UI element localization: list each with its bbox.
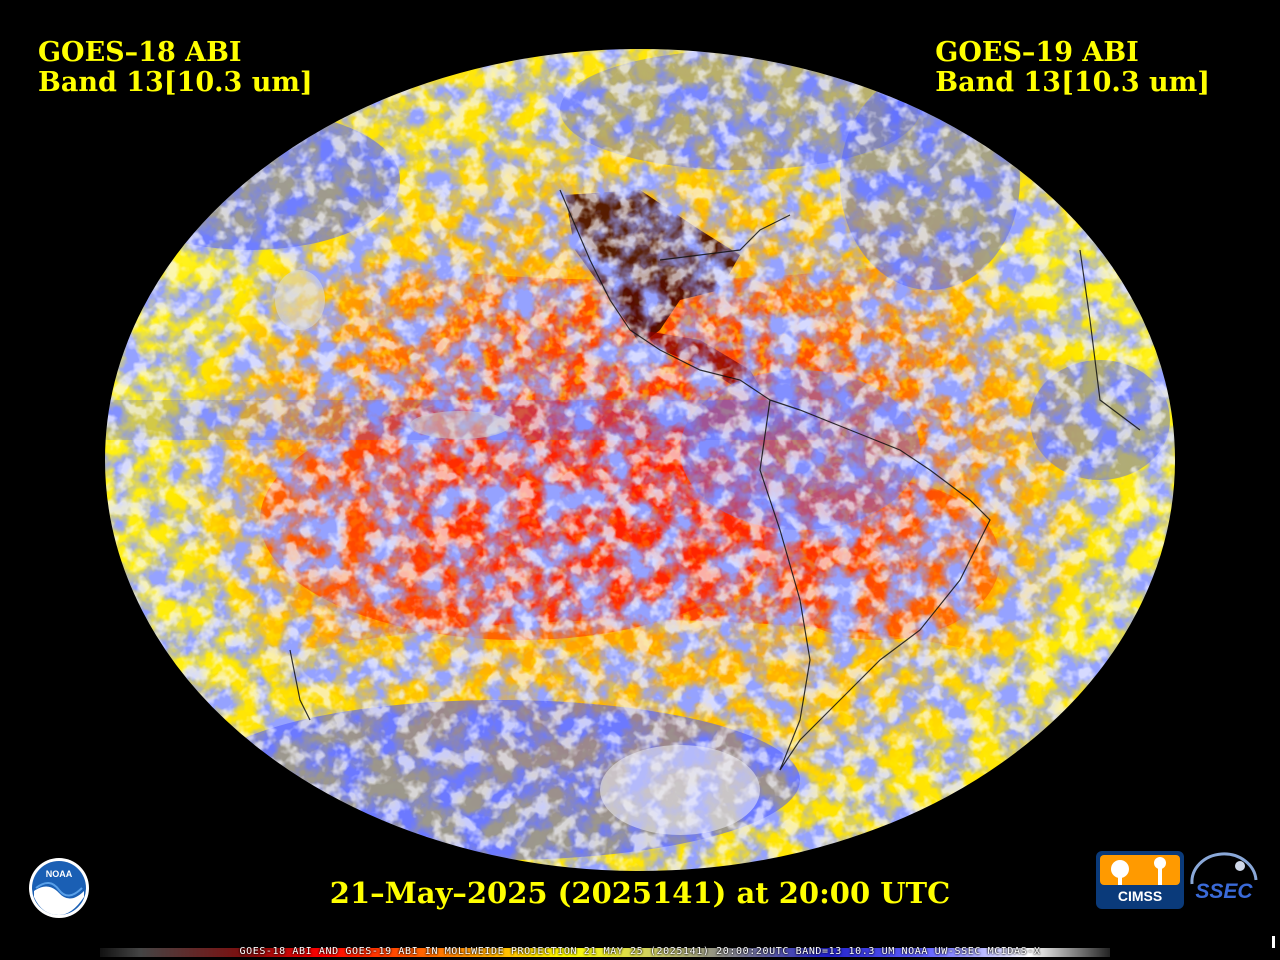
cimss-logo-text: CIMSS: [1118, 888, 1162, 904]
noaa-logo: NOAA: [29, 858, 89, 918]
cold-cloud-tops: [104, 48, 1176, 872]
pacific-convection: [275, 270, 325, 330]
coastlines: [289, 189, 1141, 771]
color-scale-bar: [100, 948, 1110, 957]
left-satellite-label: GOES–18 ABI Band 13[10.3 um]: [38, 38, 313, 98]
ssec-logo: SSEC: [1190, 852, 1258, 903]
left-satellite-name: GOES–18 ABI: [38, 37, 242, 68]
southern-storm-swirl: [600, 745, 760, 835]
footer-caption: GOES-18 ABI AND GOES-19 ABI IN MOLLWEIDE…: [0, 944, 1280, 960]
right-satellite-label: GOES–19 ABI Band 13[10.3 um]: [935, 38, 1210, 98]
right-band-label: Band 13[10.3 um]: [935, 67, 1210, 98]
itcz-convection: [410, 411, 510, 439]
globe-rim: [103, 47, 1177, 873]
cimss-logo: CIMSS: [1096, 851, 1184, 909]
corner-tick: [1272, 936, 1275, 948]
ssec-logo-text: SSEC: [1195, 880, 1253, 903]
right-satellite-name: GOES–19 ABI: [935, 37, 1139, 68]
noaa-logo-text: NOAA: [46, 869, 73, 879]
left-band-label: Band 13[10.3 um]: [38, 67, 313, 98]
globe-imagery: [104, 48, 1176, 872]
footer-text: GOES-18 ABI AND GOES-19 ABI IN MOLLWEIDE…: [239, 946, 1041, 957]
observation-timestamp: 21–May–2025 (2025141) at 20:00 UTC: [329, 876, 951, 910]
